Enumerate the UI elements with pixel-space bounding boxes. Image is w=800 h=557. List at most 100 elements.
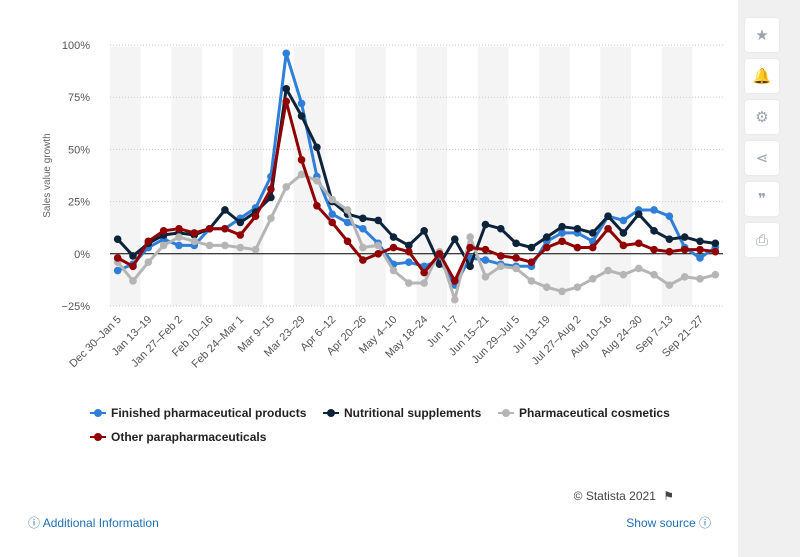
legend-label: Pharmaceutical cosmetics	[519, 406, 670, 420]
gear-icon[interactable]: ⚙	[745, 100, 779, 134]
legend-item-nutritional-supplements[interactable]: Nutritional supplements	[323, 406, 481, 420]
series-line-3	[116, 99, 716, 283]
data-point	[374, 250, 382, 258]
data-point	[435, 250, 444, 258]
data-point	[650, 270, 658, 279]
print-icon[interactable]: ⎙	[745, 223, 779, 257]
data-point	[144, 237, 153, 246]
y-tick-label: 25%	[68, 197, 90, 209]
data-point	[512, 254, 520, 262]
data-point	[665, 235, 674, 243]
share-icon[interactable]: ⋖	[745, 141, 779, 175]
data-point	[496, 252, 505, 260]
legend-item-other-parapharmaceuticals[interactable]: Other parapharmaceuticals	[90, 430, 266, 444]
quote-icon[interactable]: ❞	[745, 182, 779, 216]
data-point	[221, 241, 229, 250]
data-point	[604, 266, 612, 275]
data-point	[190, 229, 199, 237]
statista-credit: © Statista 2021 ⚑	[574, 489, 674, 503]
info-icon: ⓘ	[28, 516, 41, 530]
data-point	[282, 49, 291, 58]
data-point	[297, 156, 306, 164]
data-point	[619, 229, 628, 237]
data-point	[542, 243, 551, 252]
y-tick-label: 100%	[62, 40, 90, 52]
y-tick-label: 75%	[68, 92, 90, 104]
data-point	[696, 275, 704, 283]
data-point	[405, 247, 413, 256]
additional-information-link[interactable]: ⓘ Additional Information	[28, 514, 159, 531]
data-point	[267, 214, 275, 223]
data-point	[558, 287, 566, 296]
bell-icon[interactable]: 🔔	[745, 59, 779, 93]
data-point	[665, 281, 674, 289]
data-point	[420, 279, 428, 287]
data-point	[496, 224, 505, 233]
data-point	[542, 233, 551, 241]
chart-card: −25% 0% 25% 50% 75% 100% Sales value growth Dec…	[0, 0, 738, 557]
data-point	[527, 277, 536, 285]
data-point	[267, 193, 275, 202]
data-point	[313, 176, 321, 185]
data-point	[175, 241, 183, 250]
data-point	[696, 237, 704, 246]
legend-item-finished-pharmaceutical-products[interactable]: Finished pharmaceutical products	[90, 406, 306, 420]
data-point	[236, 218, 245, 227]
flag-icon[interactable]: ⚑	[663, 489, 674, 503]
data-point	[251, 245, 260, 254]
data-point	[619, 270, 628, 279]
data-point	[527, 258, 536, 266]
column-band	[661, 47, 693, 306]
data-point	[680, 233, 689, 241]
data-point	[512, 239, 520, 248]
data-point	[451, 277, 459, 285]
data-point	[113, 235, 122, 243]
legend-marker	[90, 432, 106, 442]
data-point	[711, 247, 720, 256]
data-point	[359, 256, 367, 264]
legend-label: Finished pharmaceutical products	[111, 406, 307, 420]
data-point	[650, 206, 658, 214]
data-point	[665, 247, 674, 256]
data-point	[405, 241, 413, 250]
data-point	[236, 243, 245, 252]
data-point	[313, 201, 321, 210]
data-point	[650, 227, 658, 235]
data-point	[113, 266, 122, 275]
data-point	[297, 99, 306, 108]
data-point	[297, 112, 306, 120]
column-band	[539, 47, 570, 306]
legend-label: Nutritional supplements	[344, 406, 482, 420]
data-point	[604, 212, 612, 221]
data-point	[573, 224, 582, 233]
data-point	[175, 224, 183, 233]
data-point	[665, 212, 674, 221]
data-point	[634, 210, 643, 218]
data-point	[374, 216, 382, 225]
column-band	[171, 47, 202, 306]
data-point	[282, 85, 291, 93]
data-point	[144, 258, 153, 266]
data-point	[328, 195, 337, 204]
legend-item-pharmaceutical-cosmetics[interactable]: Pharmaceutical cosmetics	[498, 406, 670, 420]
data-point	[420, 227, 428, 235]
data-point	[696, 254, 704, 262]
data-point	[634, 264, 643, 273]
data-point	[420, 268, 428, 277]
data-point	[496, 262, 505, 271]
data-point	[251, 212, 260, 221]
show-source-link[interactable]: Show source ⓘ	[626, 514, 711, 531]
data-point	[451, 295, 459, 304]
data-point	[374, 241, 382, 250]
data-point	[159, 241, 168, 250]
data-point	[558, 229, 566, 237]
star-icon[interactable]: ★	[745, 18, 779, 52]
x-tick-label: Dec 30–Jan 5	[67, 314, 123, 370]
line-chart: −25% 0% 25% 50% 75% 100% Sales value growth Dec…	[42, 40, 723, 371]
data-point	[527, 243, 536, 252]
data-point	[558, 222, 566, 231]
column-band	[355, 47, 386, 306]
data-point	[650, 245, 658, 254]
y-tick-label: −25%	[62, 301, 91, 313]
sidebar-toolbar: ★ 🔔 ⚙ ⋖ ❞ ⎙	[745, 18, 785, 264]
